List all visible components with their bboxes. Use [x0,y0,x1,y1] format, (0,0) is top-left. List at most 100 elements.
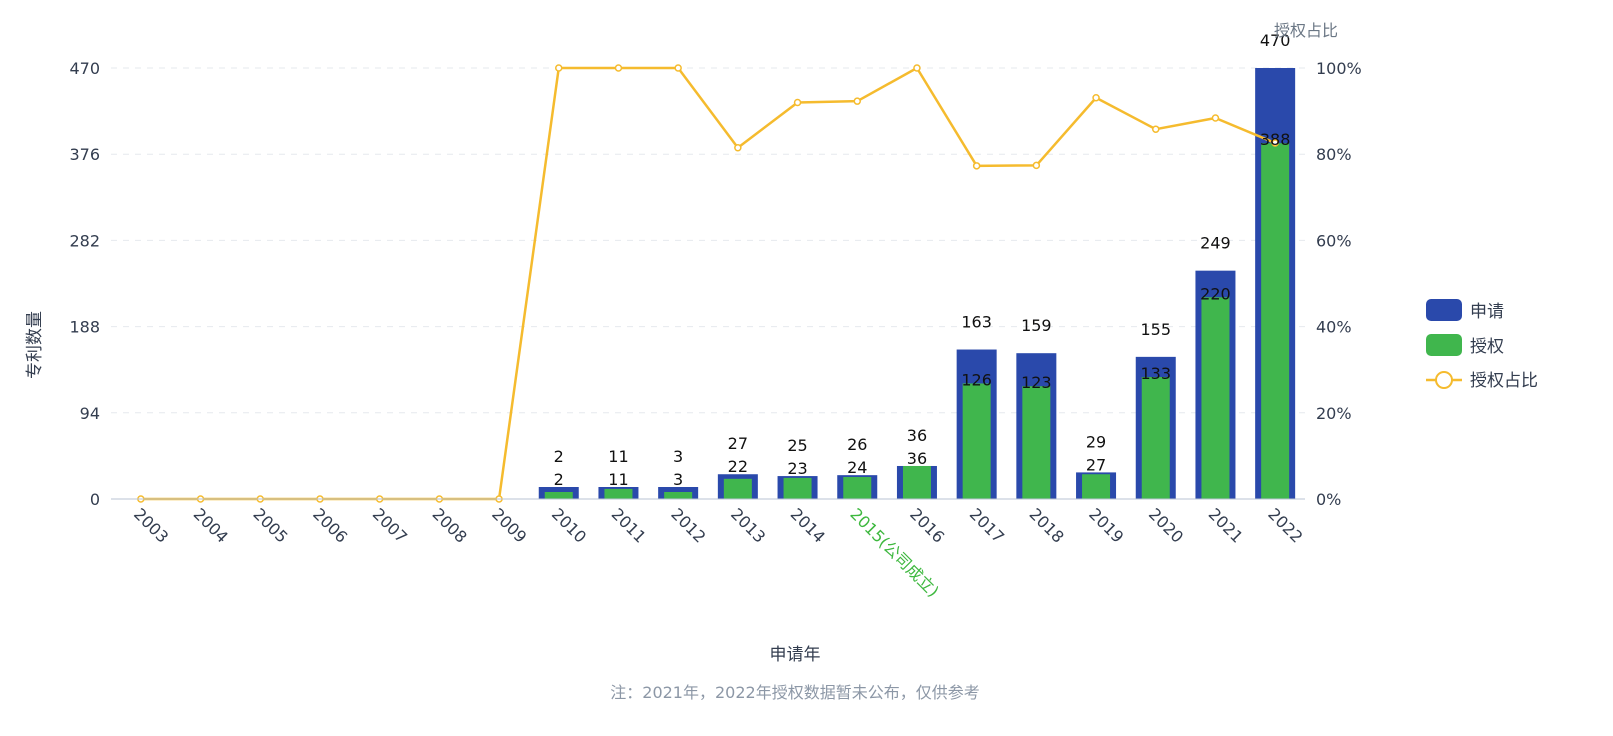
data-label-apply: 36 [907,426,927,445]
legend-swatch-grant[interactable] [1426,334,1462,356]
line-point[interactable] [674,64,682,72]
data-label-grant: 133 [1140,364,1171,383]
data-label-apply: 163 [961,313,992,332]
y-tick-label-left: 0 [90,490,100,509]
x-tick-label: 2010 [548,504,590,546]
x-tick-label: 2017 [966,504,1008,546]
x-tick-label: 2005 [249,504,291,546]
line-point[interactable] [1271,139,1279,147]
x-tick-label: 2008 [429,504,471,546]
bar-grant[interactable] [723,478,752,499]
line-point[interactable] [1152,125,1160,133]
footnote: 注：2021年，2022年授权数据暂未公布，仅供参考 [610,683,979,702]
data-label-grant: 3 [673,470,683,489]
y-tick-label-left: 188 [69,318,100,337]
line-point[interactable] [614,64,623,72]
bar-grant[interactable] [843,476,872,499]
y-tick-label-right: 80% [1316,145,1352,164]
gridlines [111,67,1305,414]
line-point[interactable] [1211,114,1220,122]
x-tick-label: 2021 [1205,504,1247,546]
bar-grant[interactable] [1201,297,1230,499]
data-label-grant: 24 [847,458,867,477]
data-label-grant: 123 [1021,373,1052,392]
bar-grant[interactable] [962,383,991,499]
data-label-apply: 29 [1086,432,1106,451]
y-tick-label-right: 60% [1316,231,1352,250]
bar-series [538,68,1296,499]
y-axis-title-right: 授权占比 [1274,21,1338,40]
data-label-grant: 36 [907,449,927,468]
data-label-apply: 155 [1140,320,1171,339]
data-label-apply: 25 [787,436,807,455]
x-tick-label: 2019 [1085,504,1127,546]
data-label-grant: 388 [1260,130,1291,149]
x-tick-label: 2007 [369,504,411,546]
line-point[interactable] [734,143,742,152]
y-tick-label-right: 100% [1316,59,1362,78]
y-tick-label-left: 470 [69,59,100,78]
data-labels: 2211113327222523262436361631261591232927… [554,31,1291,489]
line-point[interactable] [1032,161,1041,170]
line-point[interactable] [793,98,802,107]
x-tick-label: 2009 [488,504,530,546]
y-tick-label-right: 40% [1316,318,1352,337]
x-tick-label: 2022 [1264,504,1306,546]
data-label-apply: 26 [847,435,867,454]
data-label-apply: 11 [608,447,628,466]
x-tick-label: 2004 [190,504,232,546]
y-tick-label-right: 0% [1316,490,1341,509]
x-tick-label: 2014 [787,504,829,546]
data-label-apply: 249 [1200,234,1231,253]
y-tick-label-left: 282 [69,231,100,250]
y-tick-label-right: 20% [1316,404,1352,423]
legend-label-ratio: 授权占比 [1470,371,1538,391]
data-label-grant: 2 [554,470,564,489]
legend-swatch-apply[interactable] [1426,299,1462,321]
line-series [137,64,1279,503]
x-tick-label: 2020 [1145,504,1187,546]
bar-grant[interactable] [1141,377,1170,499]
data-label-grant: 220 [1200,284,1231,303]
bar-grant[interactable] [902,465,931,499]
bar-grant[interactable] [604,488,633,499]
x-axis-title: 申请年 [770,645,821,665]
bar-grant[interactable] [544,492,573,499]
y-tick-label-left: 94 [80,404,100,423]
x-tick-label: 2011 [608,504,650,546]
data-label-apply: 3 [673,447,683,466]
data-label-apply: 2 [554,447,564,466]
legend-marker-ratio [1435,371,1453,389]
data-label-apply: 159 [1021,316,1052,335]
x-tick-label: 2016 [906,504,948,546]
data-label-grant: 11 [608,470,628,489]
bar-grant[interactable] [664,492,693,499]
line-point[interactable] [555,64,563,72]
legend-label-apply: 申请 [1470,302,1504,322]
x-tick-label: 2003 [130,504,172,546]
line-point[interactable] [913,64,921,72]
line-point[interactable] [1092,93,1100,102]
bar-grant[interactable] [1261,143,1290,499]
data-label-apply: 27 [728,434,748,453]
y-tick-label-left: 376 [69,145,100,164]
x-tick-label: 2013 [727,504,769,546]
line-point[interactable] [972,162,981,170]
bar-grant[interactable] [783,477,812,499]
x-tick-label: 2012 [667,504,709,546]
x-tick-label: 2006 [309,504,351,546]
legend-label-grant: 授权 [1470,337,1504,357]
bar-grant[interactable] [1082,474,1111,499]
bar-grant[interactable] [1022,386,1051,499]
line-point[interactable] [853,97,861,105]
data-label-apply: 470 [1260,31,1291,50]
y-axis-title-left: 专利数量 [25,311,45,379]
data-label-grant: 23 [787,459,807,478]
data-label-grant: 22 [728,457,748,476]
data-label-grant: 27 [1086,455,1106,474]
x-tick-label: 2018 [1026,504,1068,546]
data-label-grant: 126 [961,370,992,389]
